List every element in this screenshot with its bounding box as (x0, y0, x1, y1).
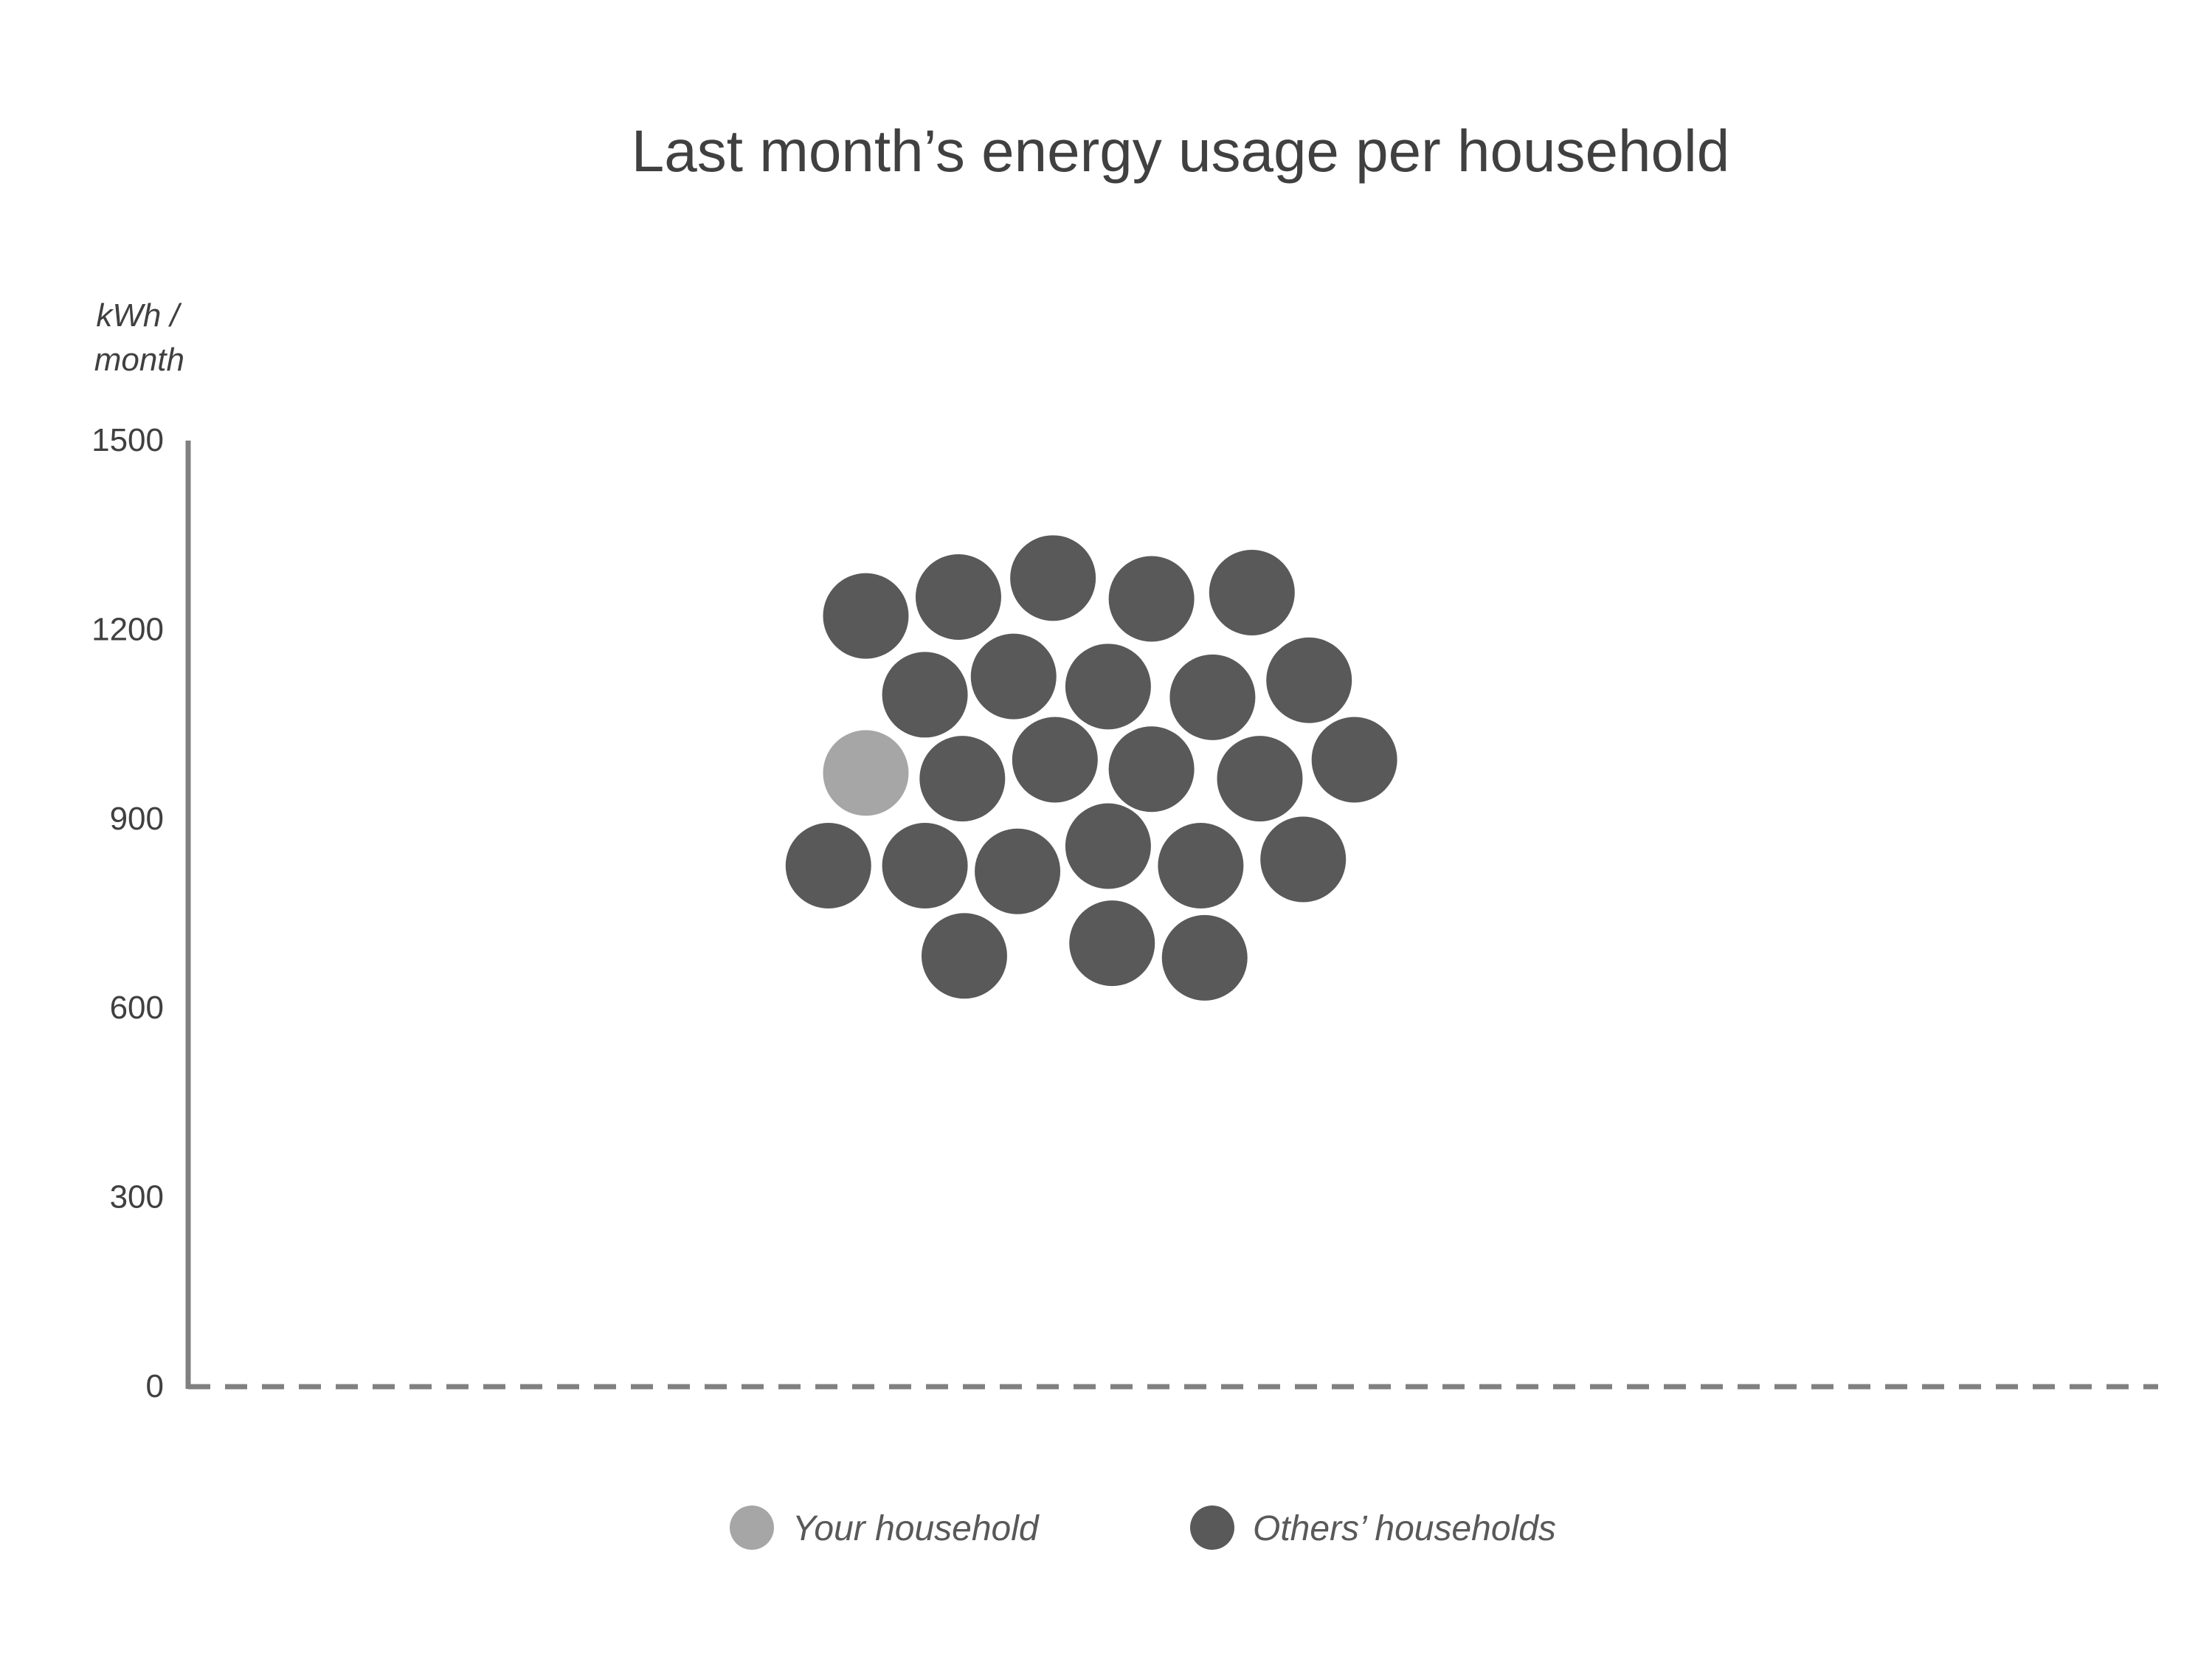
others-household-point (921, 913, 1007, 999)
others-household-point (1108, 556, 1195, 642)
chart-title: Last month’s energy usage per household (632, 118, 1729, 184)
others-household-point (1169, 654, 1256, 740)
others-household-point (1065, 644, 1151, 730)
legend-swatch-your-household (730, 1505, 774, 1550)
others-household-point (970, 633, 1057, 720)
others-household-point (1069, 900, 1155, 987)
others-household-point (1266, 637, 1352, 723)
y-tick-label: 1200 (91, 611, 164, 647)
legend-label-others-households: Others’ households (1253, 1509, 1556, 1548)
data-points (785, 535, 1397, 1001)
others-household-point (1217, 736, 1303, 822)
others-household-point (1012, 717, 1098, 803)
others-household-point (1161, 914, 1248, 1001)
others-household-point (823, 573, 909, 659)
others-household-point (919, 736, 1006, 822)
others-household-point (882, 652, 968, 738)
others-household-point (1311, 717, 1397, 803)
others-household-point (1260, 816, 1347, 903)
others-household-point (915, 553, 1001, 640)
others-household-point (975, 828, 1061, 914)
y-axis-ticks: 0 300 600 900 1200 1500 (91, 422, 164, 1404)
y-tick-label: 1500 (91, 422, 164, 458)
y-tick-label: 900 (110, 801, 164, 837)
others-household-point (1108, 726, 1195, 813)
legend-item-others-households: Others’ households (1190, 1505, 1556, 1550)
others-household-point (1158, 823, 1244, 909)
others-household-point (1010, 535, 1096, 621)
legend-label-your-household: Your household (792, 1509, 1040, 1548)
legend-item-your-household: Your household (730, 1505, 1040, 1550)
legend: Your household Others’ households (730, 1505, 1556, 1550)
y-axis-unit-label: kWh / month (94, 297, 188, 378)
y-axis-unit-line-1: kWh / (96, 297, 182, 334)
others-household-point (785, 823, 871, 909)
y-tick-label: 300 (110, 1179, 164, 1215)
others-household-point (882, 823, 968, 909)
y-tick-label: 600 (110, 990, 164, 1026)
others-household-point (1065, 803, 1151, 889)
y-axis-unit-line-2: month (94, 342, 184, 378)
legend-swatch-others-households (1190, 1505, 1234, 1550)
y-tick-label: 0 (146, 1368, 164, 1404)
your-household-point (823, 730, 909, 816)
others-household-point (1209, 549, 1295, 635)
